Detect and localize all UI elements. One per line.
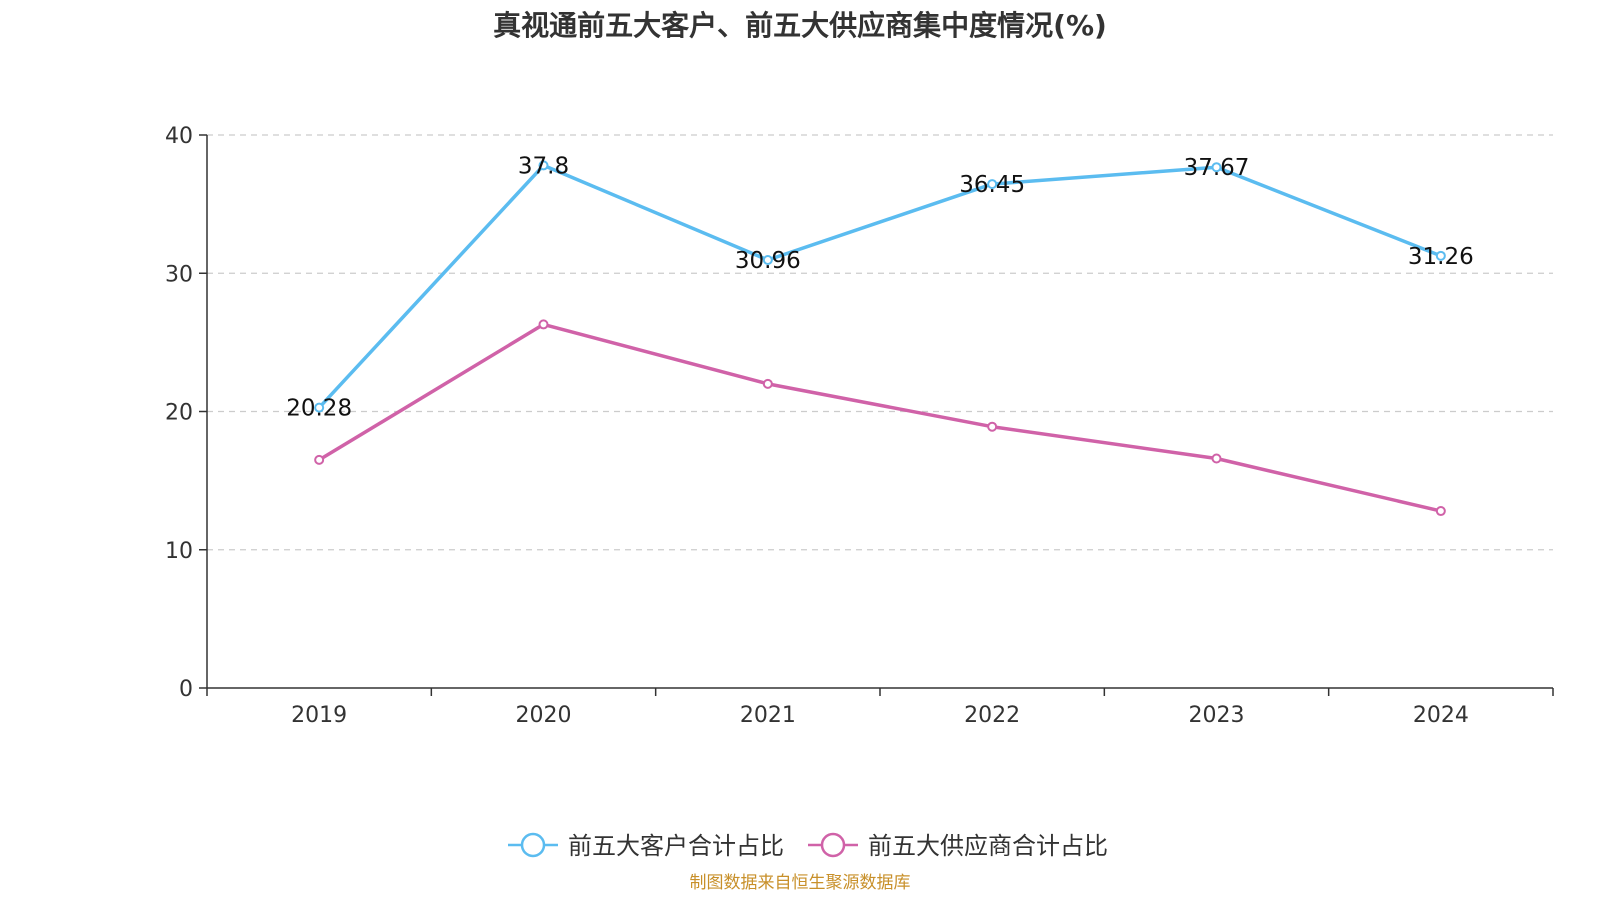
data-point [987,179,998,190]
data-label: 37.8 [518,153,569,179]
legend: 前五大客户合计占比 前五大供应商合计占比 [508,832,1108,860]
grid-lines [207,134,1553,551]
legend-marker-circle [820,832,846,858]
x-tick-label: 2022 [964,703,1020,728]
data-label: 36.45 [959,172,1025,198]
data-point [1435,506,1446,517]
data-label: 31.26 [1408,244,1474,270]
legend-marker-circle [520,832,546,858]
data-label: 30.96 [735,248,801,274]
data-point [987,421,998,432]
data-point [762,378,773,389]
data-point [314,402,325,413]
series-lines [314,160,1446,517]
source-note: 制图数据来自恒生聚源数据库 [689,873,911,893]
data-point [314,454,325,465]
y-tick-label: 10 [165,539,193,564]
x-tick-label: 2023 [1189,703,1245,728]
data-point [538,319,549,330]
legend-label: 前五大供应商合计占比 [868,832,1108,860]
data-label: 20.28 [286,396,352,422]
chart-title: 真视通前五大客户、前五大供应商集中度情况(%) [493,9,1107,42]
legend-label: 前五大客户合计占比 [568,832,784,860]
data-point [1211,453,1222,464]
x-tick-label: 2019 [291,703,347,728]
data-label: 37.67 [1184,155,1250,181]
data-labels: 20.28 37.8 30.96 36.45 37.67 31.26 [286,153,1474,421]
data-point [762,254,773,265]
series-line [317,163,1442,409]
x-tick-label: 2020 [516,703,572,728]
series-line [318,322,1442,513]
y-tick-label: 0 [179,677,193,702]
data-point [1211,162,1222,173]
data-point [1435,250,1446,261]
axes: 0 10 20 30 40 2019 2020 2021 2022 2023 2024 [165,124,1554,728]
x-tick-label: 2021 [740,703,796,728]
data-point [538,160,549,171]
y-tick-label: 40 [165,124,193,149]
y-tick-label: 20 [165,401,193,426]
line-chart: 0 10 20 30 40 2019 2020 2021 2022 2023 2024 20.28 3… [165,124,1554,860]
x-tick-label: 2024 [1413,703,1469,728]
y-tick-label: 30 [165,262,193,287]
